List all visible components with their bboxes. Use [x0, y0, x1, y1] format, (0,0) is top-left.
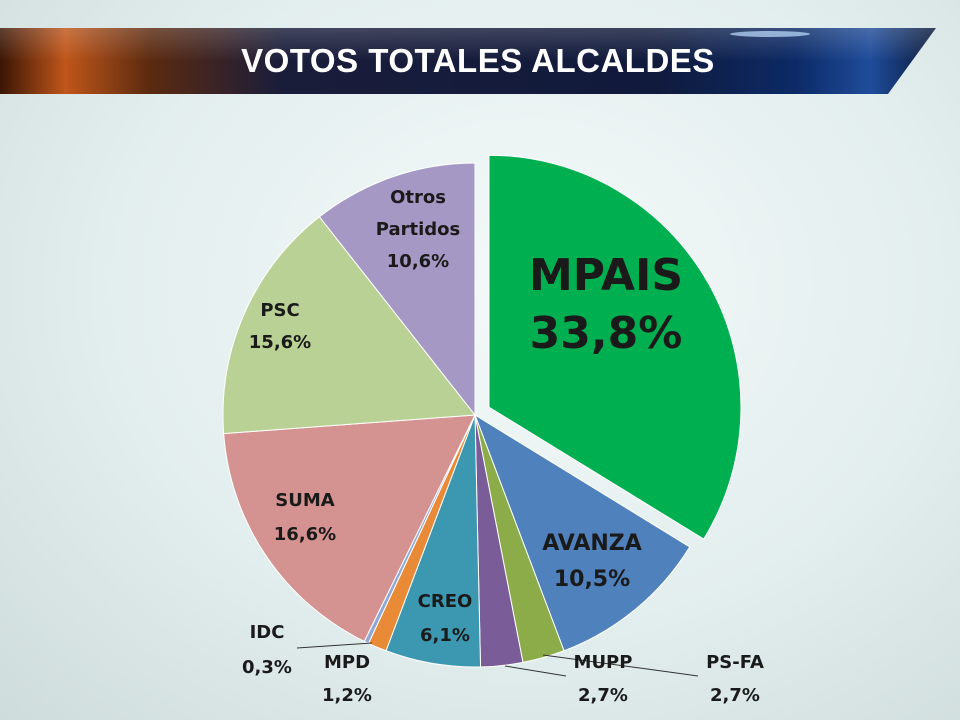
- data-label-suma: SUMA 16,6%: [274, 490, 336, 545]
- data-label-idc: IDC 0,3%: [242, 622, 292, 678]
- leader-line-ps-fa: [542, 654, 699, 677]
- slice-mpais: [488, 154, 742, 540]
- page-title: VOTOS TOTALES ALCALDES: [241, 42, 715, 79]
- banner-background: [0, 28, 936, 94]
- slice-psc: [222, 216, 476, 435]
- slice-avanza: [474, 413, 691, 652]
- data-label-otros-partidos: Otros Partidos 10,6%: [376, 187, 460, 272]
- data-label-avanza: AVANZA 10,5%: [542, 531, 641, 592]
- data-label-mpd: MPD 1,2%: [322, 652, 372, 706]
- data-label-ps-fa: PS-FA 2,7%: [706, 652, 764, 706]
- slice-suma: [223, 414, 476, 643]
- leader-line-idc: [296, 642, 373, 649]
- data-label-creo: CREO 6,1%: [418, 591, 473, 646]
- slice-otros-partidos: [318, 162, 476, 417]
- leader-line-mupp: [504, 665, 567, 677]
- data-label-mpais: MPAIS 33,8%: [529, 250, 683, 359]
- data-label-psc: PSC 15,6%: [249, 300, 311, 353]
- title-banner: VOTOS TOTALES ALCALDES: [0, 28, 960, 94]
- data-label-mupp: MUPP 2,7%: [574, 652, 633, 706]
